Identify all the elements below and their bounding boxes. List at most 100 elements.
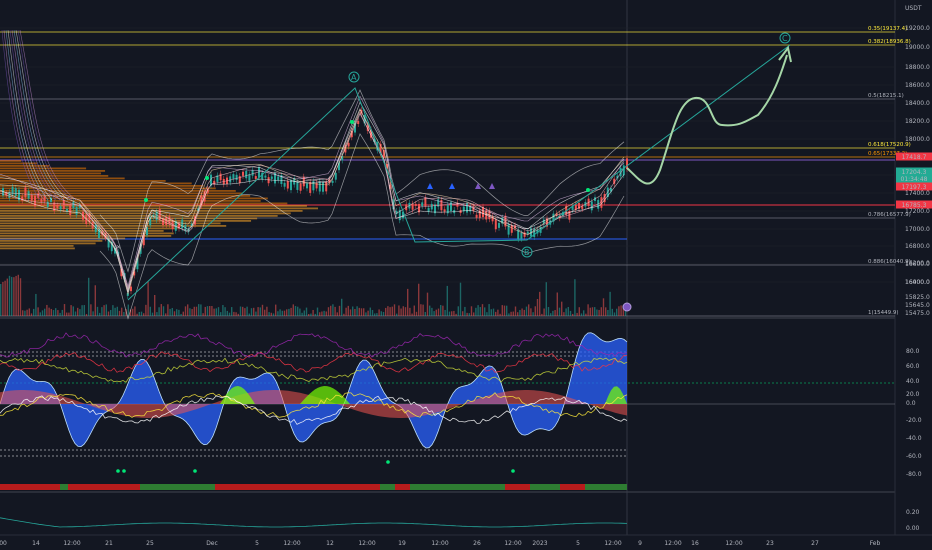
volume-bar xyxy=(281,310,283,316)
volume-bar xyxy=(0,283,2,316)
candle-body xyxy=(210,174,212,186)
profile-bar xyxy=(0,212,291,215)
volume-bar xyxy=(589,307,591,316)
volume-bar xyxy=(261,304,264,316)
volume-bar xyxy=(237,313,239,316)
candle-body xyxy=(363,115,366,124)
volume-bar xyxy=(46,304,48,316)
wave-lines[interactable] xyxy=(127,44,791,301)
time-tick-6: 5 xyxy=(255,540,259,547)
volume-bar xyxy=(552,310,554,316)
profile-bar xyxy=(0,195,251,197)
candle-body xyxy=(200,195,203,206)
volume-bar xyxy=(114,307,116,316)
volume-bar xyxy=(301,312,303,316)
candle-body xyxy=(267,177,270,184)
volume-bar xyxy=(376,313,378,316)
volume-bar xyxy=(83,305,85,316)
volume-bar xyxy=(325,311,327,316)
volume-bar xyxy=(305,307,308,316)
volume-bar xyxy=(149,306,151,316)
candle-body xyxy=(619,167,622,177)
volume-bar xyxy=(35,293,37,316)
candle-body xyxy=(507,224,510,235)
volume-bar xyxy=(442,305,444,316)
strip-green-3 xyxy=(530,484,560,490)
candle-body xyxy=(306,183,308,189)
candle-body xyxy=(229,176,232,183)
volume-bar xyxy=(411,313,413,316)
volume-bar xyxy=(303,310,305,316)
candle-body xyxy=(414,203,417,206)
profile-bar xyxy=(0,165,50,167)
projection-path[interactable] xyxy=(626,54,788,185)
candle-body xyxy=(581,206,584,209)
volume-bar xyxy=(22,310,24,316)
volume-bar xyxy=(259,307,261,316)
volume-bar xyxy=(488,304,490,316)
volume-bar xyxy=(508,313,510,316)
volume-bar xyxy=(112,305,114,316)
candle-body xyxy=(552,213,555,222)
wave-a-marker[interactable] xyxy=(348,71,360,83)
volume-bar xyxy=(585,313,587,316)
candle-body xyxy=(430,203,433,210)
volume-bar xyxy=(530,308,532,316)
volume-bar xyxy=(136,313,138,316)
volume-bar xyxy=(235,312,237,316)
candle-body xyxy=(571,206,574,210)
volume-bar xyxy=(354,309,356,316)
volume-bar xyxy=(255,311,257,316)
volume-bar xyxy=(189,308,191,316)
volume-bar xyxy=(541,313,543,316)
profile-bar xyxy=(0,230,164,232)
profile-bar xyxy=(0,207,319,210)
candle-body xyxy=(40,198,43,202)
ribbon-line-1 xyxy=(0,111,625,290)
fan-line-8 xyxy=(17,29,73,201)
price-tick-12: 16800.0 xyxy=(905,243,930,250)
candle-body xyxy=(446,204,449,214)
volume-bar xyxy=(517,312,519,316)
fib-label-5: 0.786(16577.9) xyxy=(868,212,911,218)
time-tick-7: 12:00 xyxy=(283,540,300,547)
volume-bar xyxy=(110,310,112,316)
wave-c-marker[interactable] xyxy=(779,32,791,44)
volume-bar xyxy=(239,306,242,316)
fan-line-2 xyxy=(5,29,49,201)
volume-bar xyxy=(178,309,180,316)
volume-bar xyxy=(323,310,325,316)
candle-body xyxy=(498,222,500,228)
candle-body xyxy=(459,210,462,213)
volume-bar xyxy=(92,311,94,316)
volume-bar xyxy=(244,308,246,316)
volume-bar xyxy=(587,304,589,316)
time-tick-23: Feb xyxy=(870,540,881,547)
osc-green-patch-1 xyxy=(300,386,350,404)
volume-bar xyxy=(103,305,105,316)
volume-bar xyxy=(413,305,415,316)
candle-body xyxy=(421,202,424,207)
candle-body xyxy=(418,203,420,213)
volume-bar xyxy=(525,306,528,316)
candle-body xyxy=(379,143,382,154)
volume-bar xyxy=(618,306,620,316)
volume-bar xyxy=(171,307,173,316)
candle-body xyxy=(280,175,283,185)
profile-bar xyxy=(0,167,87,170)
profile-bar xyxy=(0,162,37,165)
candle-body xyxy=(149,216,152,226)
signal-dot-2 xyxy=(350,120,354,124)
candle-body xyxy=(526,231,529,234)
candle-body xyxy=(424,197,427,207)
price-tick-1: 19000.0 xyxy=(905,44,930,51)
candle-body xyxy=(110,241,113,252)
candle-body xyxy=(315,182,318,189)
volume-bar xyxy=(250,308,253,316)
wave-b-marker[interactable] xyxy=(521,246,533,258)
volume-bar xyxy=(292,304,294,316)
oscillator-axis: 80.0 60.0 40.0 20.0 0.0 -20.0 -40.0 -60.0 -80.0 xyxy=(906,348,922,478)
volume-bar xyxy=(26,309,28,316)
signal-strip xyxy=(0,484,627,490)
